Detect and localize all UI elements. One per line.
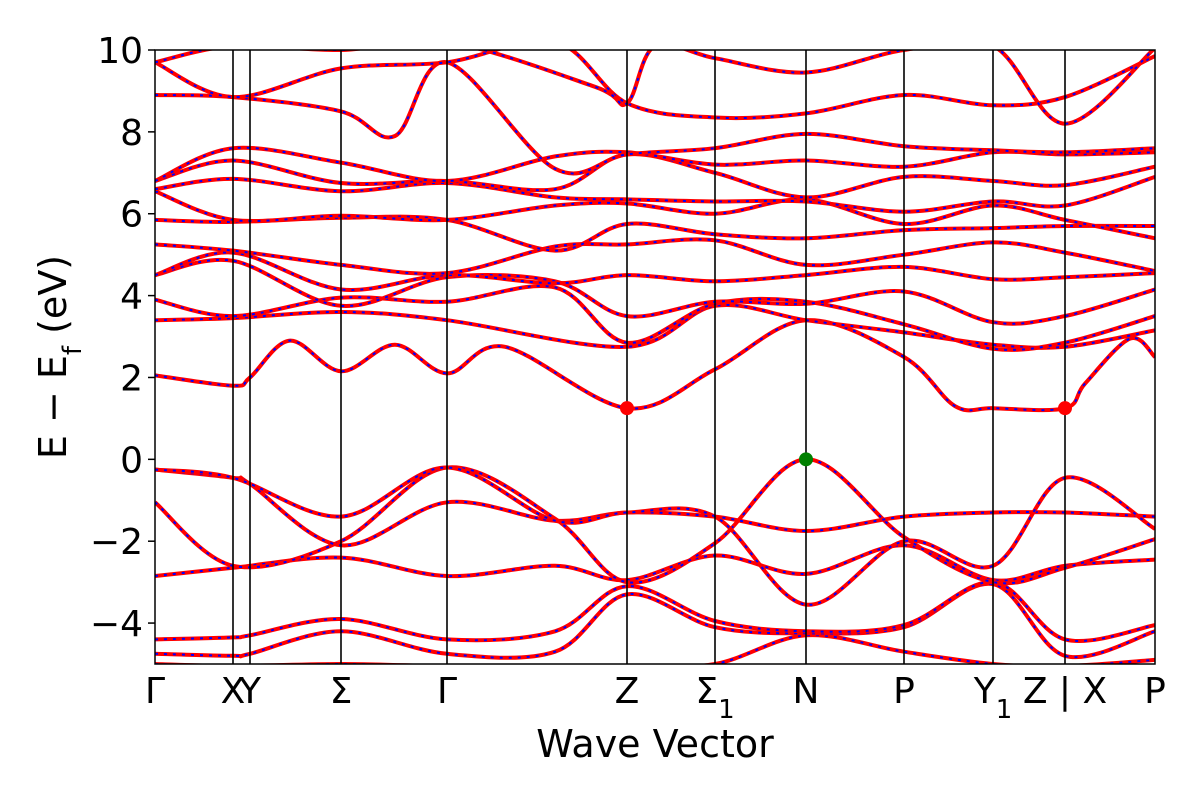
plot-frame	[154, 49, 1156, 665]
band-13-red	[155, 214, 1155, 253]
kpoint-lines	[232, 50, 1066, 664]
band-7-blue	[155, 319, 1155, 412]
x-tick-label-6: Σ1	[695, 671, 734, 725]
x-tick-label-2: Y	[238, 671, 262, 712]
band-13-blue	[155, 215, 1155, 252]
band-4-red	[155, 457, 1155, 586]
x-tick-label-9: Y1	[973, 671, 1013, 725]
y-axis-label-main: E − E	[31, 355, 75, 459]
x-axis-label: Wave Vector	[536, 722, 774, 766]
y-ticks: −4 −2 0 2 4 6 8 10	[90, 31, 155, 645]
band-0-blue	[155, 634, 1155, 664]
band-20-red	[155, 50, 1155, 126]
extremum-marker-1	[1058, 401, 1072, 416]
band-18-blue	[155, 61, 1155, 175]
x-tick-label-11: P	[1144, 671, 1166, 712]
x-tick-label-3: Σ	[330, 671, 353, 712]
bands-layer	[155, 50, 1155, 664]
x-tick-label-8: P	[893, 671, 915, 712]
band-1-blue	[155, 582, 1155, 659]
x-ticks: Γ XY Σ Γ Z Σ1 N P Y1 Z | X P	[145, 671, 1166, 725]
band-16-blue	[155, 153, 1155, 199]
y-tick-label-2: 0	[120, 440, 143, 481]
y-axis-label-sub: f	[58, 345, 88, 355]
x-tick-label-4: Γ	[437, 671, 457, 712]
y-tick-label-1: −2	[90, 522, 143, 563]
x-tick-label-5: Z	[615, 671, 640, 712]
y-tick-label-0: −4	[90, 604, 143, 645]
y-tick-label-4: 4	[120, 277, 143, 318]
band-3-red	[155, 543, 1155, 583]
band-3-blue	[155, 544, 1155, 582]
band-11-blue	[155, 251, 1155, 292]
band-10-blue	[155, 258, 1155, 325]
y-tick-label-6: 8	[120, 113, 143, 154]
y-tick-label-5: 6	[120, 195, 143, 236]
band-8-blue	[155, 304, 1155, 349]
y-tick-label-7: 10	[97, 31, 143, 72]
extremum-marker-2	[799, 452, 813, 467]
y-axis-label: E − Ef (eV)	[31, 255, 88, 459]
y-tick-label-3: 2	[120, 358, 143, 399]
band-17-blue	[155, 146, 1155, 183]
y-axis-label-unit: (eV)	[31, 255, 75, 346]
extrema-markers	[620, 401, 1072, 467]
extremum-marker-0	[620, 401, 634, 416]
x-tick-label-0: Γ	[145, 671, 165, 712]
band-12-red	[155, 237, 1155, 276]
band-14-blue	[155, 190, 1155, 240]
x-tick-label-10: Z | X	[1023, 671, 1107, 712]
x-tick-label-7: N	[793, 671, 820, 712]
band-0-red	[155, 633, 1155, 664]
band-4-blue	[155, 458, 1155, 585]
band-11-red	[155, 250, 1155, 293]
band-8-red	[155, 303, 1155, 350]
x-tick-label-1: X	[221, 671, 246, 712]
